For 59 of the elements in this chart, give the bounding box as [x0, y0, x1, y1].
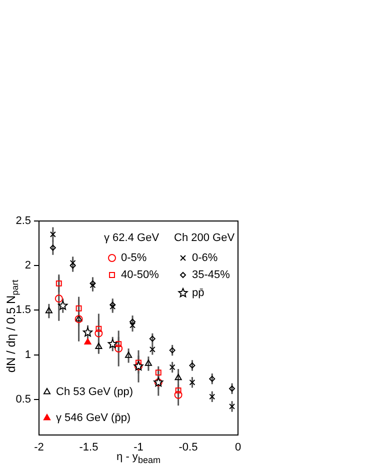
point [82, 327, 93, 337]
point [144, 360, 152, 366]
x-tick-label: -1 [134, 442, 144, 454]
point [70, 262, 76, 269]
x-axis-title: η - y$_{beam}$ [116, 451, 160, 466]
x-tick-label: -0.5 [178, 442, 198, 454]
y-tick-label: 1 [24, 348, 31, 361]
point [50, 231, 56, 238]
point [114, 344, 123, 353]
y-tick-label: 2 [24, 260, 31, 272]
point [116, 341, 122, 348]
point [125, 352, 132, 358]
y-tick-label: 1.5 [16, 304, 31, 316]
point [76, 305, 82, 312]
legend-label: 0-6% [192, 252, 218, 264]
point [94, 329, 103, 338]
legend-label: Ch 53 GeV (pp) [56, 386, 134, 398]
point [58, 300, 68, 310]
point [130, 318, 136, 325]
point [45, 307, 52, 314]
point [189, 362, 196, 368]
point [90, 280, 96, 286]
point [108, 339, 118, 348]
legend-label: pp̄ [192, 287, 204, 300]
point [209, 394, 216, 400]
point [96, 326, 102, 332]
point [229, 403, 236, 410]
point [149, 346, 156, 352]
point [174, 374, 182, 380]
annotation: γ 62.4 GeV [104, 232, 160, 244]
y-tick-label: 2.5 [16, 215, 31, 228]
point [110, 302, 116, 308]
point [175, 387, 182, 394]
point [209, 376, 216, 382]
legend-label: γ 546 GeV (p̄p) [56, 412, 131, 424]
legend-label: 0-5% [121, 252, 147, 264]
point [54, 294, 63, 303]
point [189, 379, 196, 386]
y-tick-label: 0.5 [16, 393, 31, 406]
point [84, 338, 92, 345]
x-tick-label: -2 [34, 442, 44, 454]
point [229, 386, 236, 392]
point [95, 342, 102, 349]
point [169, 347, 176, 354]
point [149, 336, 156, 342]
point [70, 260, 76, 266]
point [90, 282, 96, 288]
point [50, 244, 56, 251]
x-tick-label: 0 [234, 442, 242, 454]
point [174, 390, 182, 399]
legend-label: 35-45% [192, 269, 230, 282]
x-tick-label: -1.5 [79, 442, 98, 454]
legend-label: 40-50% [121, 269, 160, 282]
point [110, 304, 116, 310]
annotation: Ch 200 GeV [174, 232, 236, 244]
point [56, 280, 62, 286]
point [169, 364, 176, 370]
point [130, 322, 136, 328]
point [155, 370, 162, 376]
